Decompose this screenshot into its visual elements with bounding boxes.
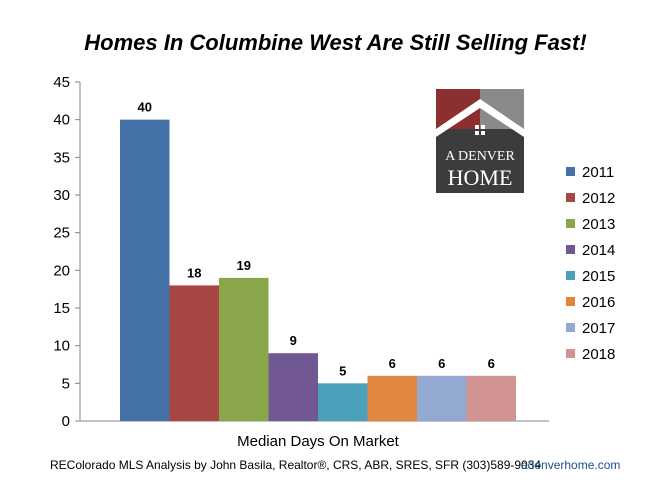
bars [120,119,516,422]
bar-2015 [318,383,368,421]
legend-label-2018: 2018 [582,346,615,363]
legend-swatch-2015 [566,271,575,280]
legend-swatch-2013 [566,219,575,228]
y-tick-label: 0 [62,413,70,430]
data-label-2017: 6 [438,356,445,371]
legend-label-2012: 2012 [582,190,615,207]
logo-line1: A DENVER [445,149,515,164]
y-tick-label: 30 [53,187,70,204]
bar-2018 [466,375,516,421]
bar-2011 [120,119,170,422]
bar-2012 [169,285,219,421]
legend-label-2014: 2014 [582,242,615,259]
legend-swatch-2018 [566,349,575,358]
y-tick-label: 5 [62,375,70,392]
data-label-2015: 5 [339,363,346,378]
legend-swatch-2014 [566,245,575,254]
bar-2016 [367,375,417,421]
legend: 2011 2012 2013 2014 2015 2016 2017 2018 [566,164,615,363]
legend-swatch-2016 [566,297,575,306]
data-label-2013: 19 [237,258,251,273]
source-credit: REColorado MLS Analysis by John Basila, … [50,458,542,472]
data-label-2014: 9 [290,333,297,348]
legend-label-2016: 2016 [582,294,615,311]
data-label-2018: 6 [488,356,495,371]
legend-swatch-2011 [566,167,575,176]
legend-label-2017: 2017 [582,320,615,337]
window-icon [475,125,485,135]
legend-swatch-2012 [566,193,575,202]
data-labels: 40 18 19 9 5 6 6 6 [138,100,495,379]
y-tick-label: 15 [53,300,70,317]
data-label-2016: 6 [389,356,396,371]
legend-swatch-2017 [566,323,575,332]
bar-2017 [417,375,467,421]
bar-2014 [268,353,318,421]
legend-label-2015: 2015 [582,268,615,285]
a-denver-home-logo: A DENVER HOME [436,89,524,193]
website-link[interactable]: adenverhome.com [521,458,621,472]
y-tick-label: 20 [53,262,70,279]
bar-2013 [219,277,269,421]
roof-icon [436,99,524,137]
logo-dark-block [436,129,524,193]
data-label-2011: 40 [138,100,152,115]
legend-label-2011: 2011 [582,164,614,181]
y-tick-label: 10 [53,338,70,355]
y-tick-label: 40 [53,112,70,129]
y-tick-label: 35 [53,149,70,166]
logo-line2: HOME [448,165,513,190]
y-tick-label: 25 [53,225,70,242]
chart-title: Homes In Columbine West Are Still Sellin… [84,30,587,55]
y-tick-label: 45 [53,74,70,91]
legend-label-2013: 2013 [582,216,615,233]
data-label-2012: 18 [187,265,201,280]
x-axis-label: Median Days On Market [237,433,400,450]
